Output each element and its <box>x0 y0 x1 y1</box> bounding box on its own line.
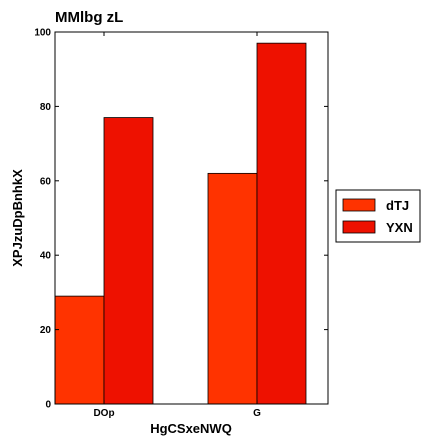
y-tick-label: 60 <box>40 176 52 187</box>
legend-label-YXN: YXN <box>386 220 413 235</box>
x-axis-label: HgCSxeNWQ <box>150 421 232 436</box>
y-tick-label: 40 <box>40 251 52 262</box>
bar-YXN-G <box>256 42 307 405</box>
y-tick-label: 20 <box>40 325 52 336</box>
y-tick-label: 100 <box>34 28 51 39</box>
y-axis-label: XPJzuDpBnhkX <box>10 169 25 267</box>
x-tick-label: DOp <box>93 408 114 419</box>
legend-label-dTJ: dTJ <box>386 198 409 213</box>
bars-group <box>54 42 307 405</box>
bar-dTJ-G <box>207 172 258 405</box>
bar-YXN-DOp <box>103 117 154 405</box>
y-tick-label: 80 <box>40 102 52 113</box>
legend-swatch-YXN <box>342 220 376 234</box>
chart-title: MMlbg zL <box>55 9 123 26</box>
x-tick-label: G <box>253 408 261 419</box>
legend-swatch-dTJ <box>342 198 376 212</box>
plot-frame <box>54 31 329 405</box>
bar-dTJ-DOp <box>54 295 105 405</box>
x-axis: DOp G <box>93 32 261 419</box>
legend: dTJ YXN <box>335 189 421 243</box>
y-tick-label: 0 <box>45 400 51 411</box>
y-axis: 0 20 40 60 80 100 <box>34 28 328 411</box>
